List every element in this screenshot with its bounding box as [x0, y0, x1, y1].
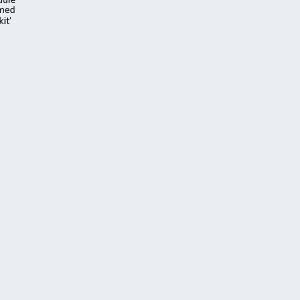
Text: Error: No module named 'rdkit': Error: No module named 'rdkit' [0, 0, 16, 26]
